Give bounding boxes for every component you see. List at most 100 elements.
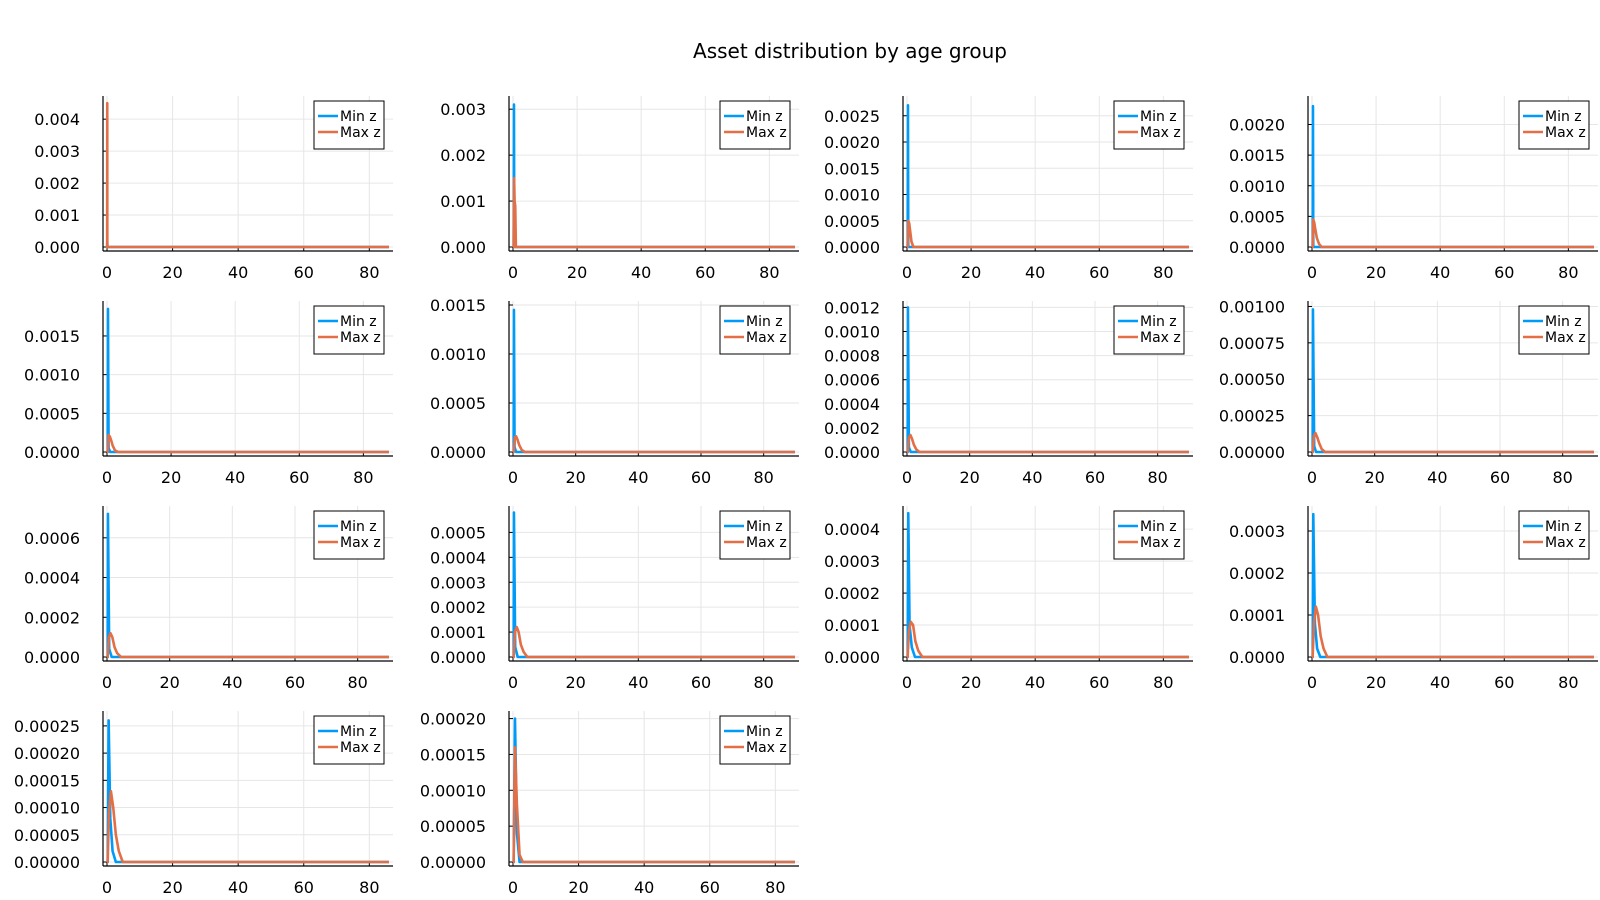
x-tick-label: 40 xyxy=(228,263,248,282)
y-tick-label: 0.002 xyxy=(440,146,486,165)
legend-label: Max z xyxy=(746,330,787,346)
x-tick-label: 20 xyxy=(1366,263,1386,282)
subplot-14: 0 20 40 60 80 0.00000 0.00005 0.00010 0.00015 0.0… xyxy=(420,710,799,897)
y-tick-label: 0.00075 xyxy=(1219,334,1285,353)
subplot-1: 0 20 40 60 80 0.000 0.001 0.002 0.003 0.004 Min zM… xyxy=(34,96,393,282)
x-tick-label: 80 xyxy=(359,263,379,282)
y-tick-label: 0.0003 xyxy=(1229,522,1285,541)
subplot-13: 0 20 40 60 80 0.00000 0.00005 0.00010 0.00015 0.0… xyxy=(14,711,393,897)
legend-box xyxy=(719,510,791,560)
legend-box xyxy=(313,100,385,150)
legend-label: Max z xyxy=(746,740,787,756)
legend-label: Min z xyxy=(746,314,783,330)
series-line-max-z xyxy=(906,433,1189,454)
y-tick-label: 0.0000 xyxy=(24,648,80,667)
x-tick-label: 80 xyxy=(347,673,367,692)
x-tick-label: 20 xyxy=(1366,673,1386,692)
legend-label: Max z xyxy=(746,125,787,141)
y-tick-label: 0.0004 xyxy=(824,520,880,539)
legend-box xyxy=(1113,100,1185,150)
x-tick-label: 80 xyxy=(1552,468,1572,487)
x-tick-label: 40 xyxy=(1427,468,1447,487)
x-tick-label: 80 xyxy=(753,468,773,487)
y-tick-label: 0.0006 xyxy=(824,371,880,390)
x-tick-label: 0 xyxy=(508,878,518,897)
legend-label: Max z xyxy=(1140,330,1181,346)
x-tick-label: 20 xyxy=(567,263,587,282)
legend-label: Min z xyxy=(340,724,377,740)
legend-label: Min z xyxy=(1545,519,1582,535)
y-tick-label: 0.00010 xyxy=(420,781,486,800)
y-tick-label: 0.00015 xyxy=(14,771,80,790)
legend-box xyxy=(313,305,385,355)
legend-box xyxy=(719,715,791,765)
x-tick-label: 60 xyxy=(700,878,720,897)
x-tick-label: 20 xyxy=(961,673,981,692)
subplot-5: 0 20 40 60 80 0.0000 0.0005 0.0010 0.0015 Min zMa… xyxy=(24,301,393,487)
x-tick-label: 80 xyxy=(353,468,373,487)
x-tick-label: 0 xyxy=(508,468,518,487)
subplot-3: 0 20 40 60 80 0.0000 0.0005 0.0010 0.0015 0.0020 0… xyxy=(824,96,1193,282)
legend-label: Max z xyxy=(1545,535,1586,551)
x-tick-label: 0 xyxy=(1307,468,1317,487)
y-tick-label: 0.0020 xyxy=(824,133,880,152)
legend-box xyxy=(313,715,385,765)
legend-label: Max z xyxy=(340,740,381,756)
series-line-max-z xyxy=(106,433,389,454)
legend-label: Max z xyxy=(1545,330,1586,346)
legend-label: Min z xyxy=(746,724,783,740)
subplot-9: 0 20 40 60 80 0.0000 0.0002 0.0004 0.0006 Min zMa… xyxy=(24,506,393,692)
x-tick-label: 20 xyxy=(565,673,585,692)
series-line-max-z xyxy=(105,101,389,249)
y-tick-label: 0.0002 xyxy=(24,608,80,627)
series-line-max-z xyxy=(906,219,1189,249)
x-tick-label: 60 xyxy=(1494,263,1514,282)
y-tick-label: 0.00025 xyxy=(1219,407,1285,426)
x-tick-label: 0 xyxy=(902,468,912,487)
x-tick-label: 0 xyxy=(508,673,518,692)
y-tick-label: 0.003 xyxy=(34,142,80,161)
y-tick-label: 0.0001 xyxy=(824,616,880,635)
y-tick-label: 0.0012 xyxy=(824,298,880,317)
x-tick-label: 0 xyxy=(508,263,518,282)
x-tick-label: 40 xyxy=(634,878,654,897)
x-tick-label: 60 xyxy=(1494,673,1514,692)
x-tick-label: 20 xyxy=(159,673,179,692)
x-tick-label: 20 xyxy=(162,263,182,282)
legend-box xyxy=(719,100,791,150)
legend-label: Min z xyxy=(1545,314,1582,330)
y-tick-label: 0.003 xyxy=(440,100,486,119)
series-line-max-z xyxy=(512,176,795,249)
y-tick-label: 0.0001 xyxy=(1229,606,1285,625)
x-tick-label: 60 xyxy=(1490,468,1510,487)
legend-label: Min z xyxy=(1140,109,1177,125)
y-tick-label: 0.0001 xyxy=(430,623,486,642)
x-tick-label: 60 xyxy=(289,468,309,487)
y-tick-label: 0.002 xyxy=(34,174,80,193)
x-tick-label: 0 xyxy=(902,673,912,692)
x-tick-label: 40 xyxy=(628,468,648,487)
x-tick-label: 60 xyxy=(695,263,715,282)
y-tick-label: 0.0000 xyxy=(824,238,880,257)
subplot-8: 0 20 40 60 80 0.00000 0.00025 0.00050 0.00075 0.0… xyxy=(1219,297,1598,487)
y-tick-label: 0.0004 xyxy=(24,569,80,588)
y-tick-label: 0.0008 xyxy=(824,347,880,366)
y-tick-label: 0.00000 xyxy=(1219,443,1285,462)
y-tick-label: 0.0002 xyxy=(430,598,486,617)
legend-box xyxy=(1518,100,1590,150)
y-tick-label: 0.00005 xyxy=(420,817,486,836)
y-tick-label: 0.0003 xyxy=(824,552,880,571)
y-tick-label: 0.0015 xyxy=(1229,146,1285,165)
y-tick-label: 0.00015 xyxy=(420,745,486,764)
legend-box xyxy=(719,305,791,355)
x-tick-label: 80 xyxy=(1558,673,1578,692)
y-tick-label: 0.0010 xyxy=(24,366,80,385)
